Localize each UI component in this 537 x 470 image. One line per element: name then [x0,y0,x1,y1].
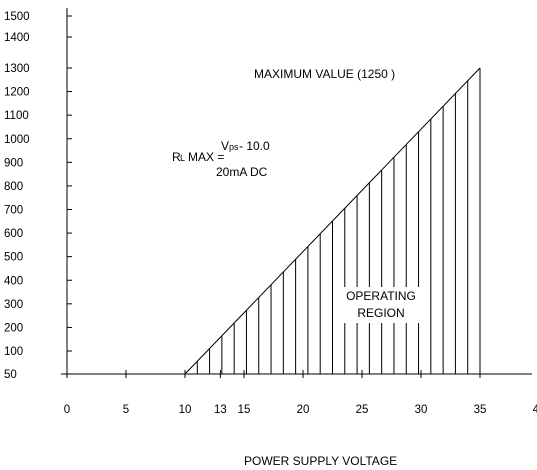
y-tick-label: 1100 [4,110,29,122]
x-tick-label: 10 [179,404,192,416]
x-tick-label: 35 [474,404,487,416]
formula-r-subscript: L [180,153,185,163]
formula-max-label: MAX = [188,150,224,164]
x-tick-label: 5 [123,404,129,416]
y-tick-label: 900 [4,157,23,169]
y-tick-label: 700 [4,205,23,217]
max-load-line [184,67,481,375]
formula-r-letter: R [172,150,181,164]
formula-denominator: 20mA DC [216,165,268,179]
y-tick-label: 1400 [4,32,30,44]
y-tick-label: 1300 [4,63,30,75]
y-tick-label: 500 [4,252,23,264]
y-tick-label: 400 [4,275,23,287]
x-ticks: 0 5 10 13 15 20 25 30 35 40 [64,370,537,416]
operating-region-hatch [196,80,469,374]
y-tick-label: 200 [4,322,23,334]
formula-numerator-v: V [221,139,229,153]
x-tick-label: 20 [297,404,310,416]
y-tick-label: 1200 [4,87,30,99]
region-label-line2: REGION [357,306,404,320]
y-tick-label: 1500 [4,11,30,23]
x-tick-label: 15 [238,404,251,416]
y-tick-label: 50 [4,369,17,381]
region-label-line1: OPERATING [346,289,416,303]
x-tick-label: 40 [533,404,537,416]
x-tick-label: 0 [64,404,70,416]
y-ticks: 50 100 200 300 400 500 600 700 800 900 1000 1100 120… [4,11,72,381]
formula-numerator-subscript: ps [229,142,239,152]
x-tick-label: 13 [214,404,227,416]
y-tick-label: 600 [4,228,23,240]
formula-numerator-rest: - 10.0 [239,139,270,153]
y-tick-label: 800 [4,181,23,193]
max-value-annotation: MAXIMUM VALUE (1250 ) [254,67,395,81]
y-tick-label: 100 [4,346,23,358]
y-tick-label: 300 [4,299,23,311]
x-tick-label: 25 [356,404,369,416]
region-label-background [333,287,429,323]
x-tick-label: 30 [415,404,428,416]
y-tick-label: 1000 [4,134,30,146]
x-axis-label: POWER SUPPLY VOLTAGE [244,454,397,468]
